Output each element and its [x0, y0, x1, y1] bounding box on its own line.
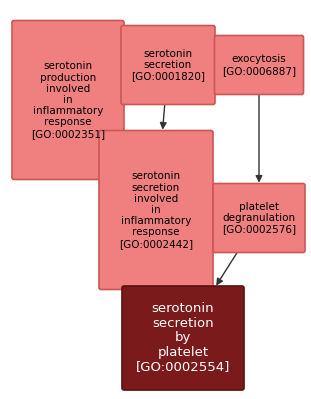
FancyBboxPatch shape	[213, 184, 305, 253]
FancyBboxPatch shape	[99, 130, 213, 290]
FancyBboxPatch shape	[12, 20, 124, 180]
FancyBboxPatch shape	[121, 26, 215, 105]
Text: serotonin
secretion
[GO:0001820]: serotonin secretion [GO:0001820]	[131, 49, 205, 81]
FancyBboxPatch shape	[122, 286, 244, 390]
FancyBboxPatch shape	[215, 36, 304, 95]
Text: serotonin
production
involved
in
inflammatory
response
[GO:0002351]: serotonin production involved in inflamm…	[31, 61, 105, 138]
Text: serotonin
secretion
involved
in
inflammatory
response
[GO:0002442]: serotonin secretion involved in inflamma…	[119, 172, 193, 249]
Text: exocytosis
[GO:0006887]: exocytosis [GO:0006887]	[222, 54, 296, 75]
Text: serotonin
secretion
by
platelet
[GO:0002554]: serotonin secretion by platelet [GO:0002…	[136, 302, 230, 373]
Text: platelet
degranulation
[GO:0002576]: platelet degranulation [GO:0002576]	[222, 202, 296, 234]
